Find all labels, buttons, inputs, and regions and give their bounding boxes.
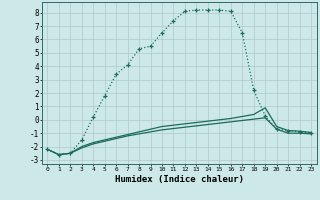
X-axis label: Humidex (Indice chaleur): Humidex (Indice chaleur) (115, 175, 244, 184)
